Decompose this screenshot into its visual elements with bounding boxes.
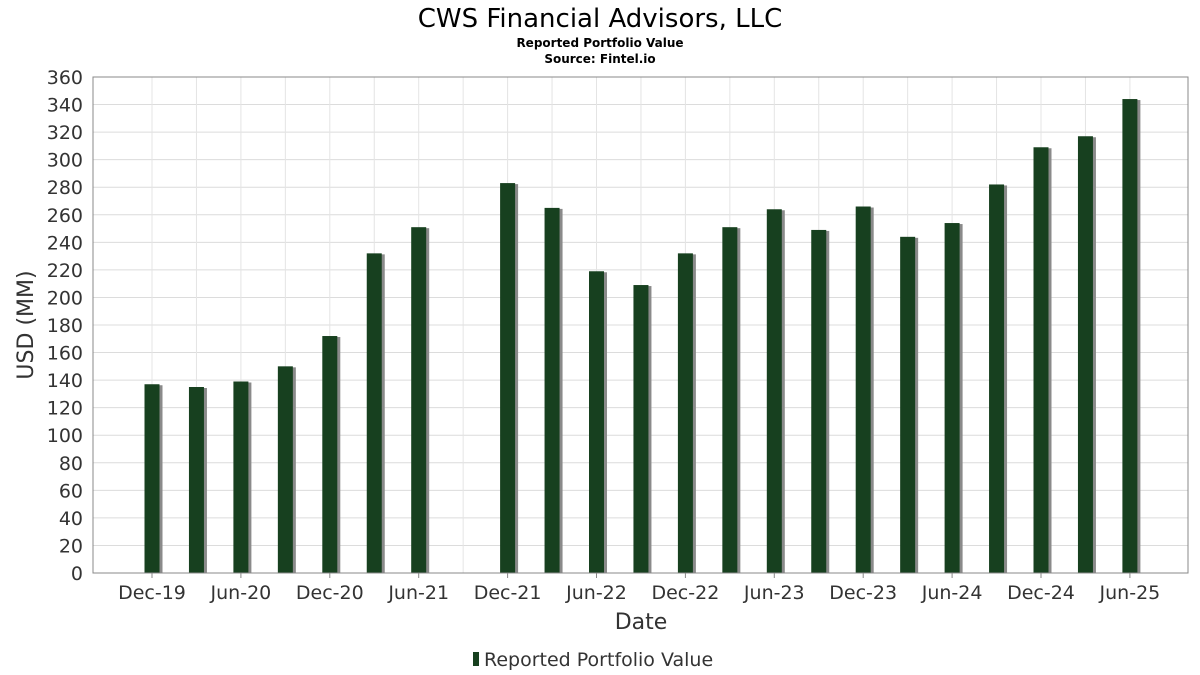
bar (589, 271, 604, 573)
bar (989, 184, 1005, 573)
y-tick-label: 340 (47, 95, 83, 117)
y-axis-title: USD (MM) (14, 270, 39, 379)
x-tick-label: Dec-21 (474, 582, 542, 604)
x-tick-label: Jun-21 (387, 582, 449, 604)
bar (944, 223, 960, 574)
bar (722, 227, 738, 573)
x-tick-label: Jun-20 (210, 582, 272, 604)
x-tick-label: Dec-19 (118, 582, 186, 604)
x-tick-label: Jun-23 (743, 582, 805, 604)
x-tick-label: Jun-22 (565, 582, 627, 604)
bar (811, 229, 827, 573)
bar (1077, 136, 1093, 573)
y-tick-label: 40 (59, 508, 83, 530)
y-tick-label: 0 (71, 563, 83, 585)
y-tick-label: 300 (47, 150, 83, 172)
y-tick-label: 160 (47, 343, 83, 365)
y-tick-label: 240 (47, 232, 83, 254)
y-tick-label: 180 (47, 315, 83, 337)
bar (677, 253, 693, 573)
y-tick-label: 80 (59, 453, 83, 475)
bar (322, 336, 338, 573)
bar (188, 387, 204, 573)
legend-swatch (473, 652, 479, 666)
chart-source: Source: Fintel.io (544, 52, 655, 66)
y-tick-label: 140 (47, 370, 83, 392)
y-tick-label: 360 (47, 67, 83, 89)
x-axis-title: Date (615, 610, 668, 635)
bar (500, 183, 516, 574)
bar (366, 253, 382, 573)
y-tick-label: 260 (47, 205, 83, 227)
bar (144, 384, 160, 573)
bar (1122, 99, 1138, 574)
x-tick-label: Jun-25 (1099, 582, 1161, 604)
bars (144, 99, 1141, 574)
bar (633, 285, 649, 573)
chart-subtitle: Reported Portfolio Value (516, 36, 683, 50)
bar (766, 209, 782, 573)
y-tick-label: 200 (47, 287, 83, 309)
x-axis-ticks: Dec-19 Jun-20 Dec-20 Jun-21 Dec-21 Jun-22 Dec-… (118, 573, 1160, 604)
x-tick-label: Dec-22 (651, 582, 719, 604)
bar (544, 207, 560, 573)
legend-label: Reported Portfolio Value (484, 649, 713, 671)
y-tick-label: 60 (59, 480, 83, 502)
y-tick-label: 20 (59, 535, 83, 557)
y-tick-label: 100 (47, 425, 83, 447)
bar (233, 381, 249, 573)
x-tick-label: Jun-24 (921, 582, 983, 604)
y-tick-label: 120 (47, 398, 83, 420)
bar (855, 206, 871, 573)
chart-title: CWS Financial Advisors, LLC (418, 4, 783, 34)
y-tick-label: 220 (47, 260, 83, 282)
y-tick-label: 280 (47, 177, 83, 199)
plot-area-border (92, 76, 1189, 574)
x-tick-label: Dec-23 (829, 582, 897, 604)
bar (411, 227, 427, 573)
bar (1033, 147, 1049, 573)
bar (900, 236, 916, 574)
y-axis-ticks: 0 20 40 60 80 100 120 140 160 180 200 220 240 260 280 3… (47, 67, 83, 585)
y-tick-label: 320 (47, 122, 83, 144)
bar (277, 366, 293, 573)
x-tick-label: Dec-20 (296, 582, 364, 604)
x-tick-label: Dec-24 (1007, 582, 1075, 604)
